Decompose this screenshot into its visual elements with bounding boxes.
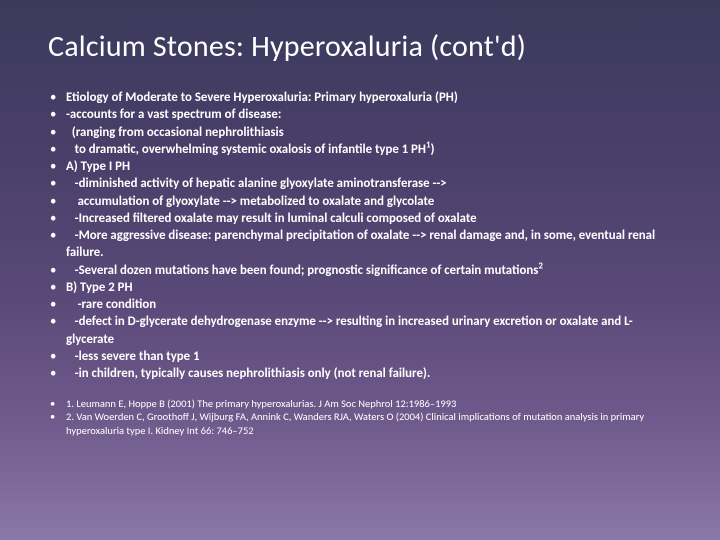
bullet-text: Etiology of Moderate to Severe Hyperoxal…	[66, 89, 672, 106]
bullet-glyph: •	[48, 262, 66, 279]
bullet-row: • -less severe than type 1	[48, 348, 672, 365]
bullet-row: • -in children, typically causes nephrol…	[48, 365, 672, 382]
bullet-glyph: •	[48, 348, 66, 365]
bullet-glyph: •	[48, 227, 66, 244]
bullet-row: • -diminished activity of hepatic alanin…	[48, 175, 672, 192]
bullet-glyph: •	[48, 296, 66, 313]
bullet-text: to dramatic, overwhelming systemic oxalo…	[66, 141, 672, 158]
bullet-row: • (ranging from occasional nephrolithias…	[48, 124, 672, 141]
bullet-glyph: •	[48, 210, 66, 227]
bullet-row: • accumulation of glyoxylate --> metabol…	[48, 193, 672, 210]
bullet-glyph: •	[48, 175, 66, 192]
reference-row: •1. Leumann E, Hoppe B (2001) The primar…	[48, 397, 672, 411]
bullet-row: • to dramatic, overwhelming systemic oxa…	[48, 141, 672, 158]
bullet-text: -rare condition	[66, 296, 672, 313]
bullet-text: -in children, typically causes nephrolit…	[66, 365, 672, 382]
bullet-text: accumulation of glyoxylate --> metaboliz…	[66, 193, 672, 210]
bullet-glyph: •	[48, 410, 66, 424]
reference-text: 1. Leumann E, Hoppe B (2001) The primary…	[66, 397, 672, 411]
bullet-row: • -Increased filtered oxalate may result…	[48, 210, 672, 227]
bullet-glyph: •	[48, 193, 66, 210]
bullet-glyph: •	[48, 106, 66, 123]
bullet-text: B) Type 2 PH	[66, 279, 672, 296]
bullet-row: • -Several dozen mutations have been fou…	[48, 262, 672, 279]
bullet-list: •Etiology of Moderate to Severe Hyperoxa…	[48, 89, 672, 383]
bullet-row: •B) Type 2 PH	[48, 279, 672, 296]
bullet-glyph: •	[48, 397, 66, 411]
bullet-glyph: •	[48, 89, 66, 106]
reference-text: 2. Van Woerden C, Groothoff J, Wijburg F…	[66, 410, 672, 437]
slide-title: Calcium Stones: Hyperoxaluria (cont'd)	[48, 28, 672, 65]
bullet-row: •-accounts for a vast spectrum of diseas…	[48, 106, 672, 123]
bullet-row: • -More aggressive disease: parenchymal …	[48, 227, 672, 262]
bullet-text: -More aggressive disease: parenchymal pr…	[66, 227, 672, 262]
bullet-text: -diminished activity of hepatic alanine …	[66, 175, 672, 192]
bullet-row: • -defect in D-glycerate dehydrogenase e…	[48, 313, 672, 348]
reference-row: •2. Van Woerden C, Groothoff J, Wijburg …	[48, 410, 672, 437]
bullet-text: -Several dozen mutations have been found…	[66, 262, 672, 279]
bullet-text: -Increased filtered oxalate may result i…	[66, 210, 672, 227]
bullet-glyph: •	[48, 124, 66, 141]
bullet-text: -accounts for a vast spectrum of disease…	[66, 106, 672, 123]
bullet-text: A) Type I PH	[66, 158, 672, 175]
bullet-row: • -rare condition	[48, 296, 672, 313]
references-list: •1. Leumann E, Hoppe B (2001) The primar…	[48, 397, 672, 438]
bullet-glyph: •	[48, 141, 66, 158]
bullet-text: -defect in D-glycerate dehydrogenase enz…	[66, 313, 672, 348]
bullet-glyph: •	[48, 313, 66, 330]
bullet-text: (ranging from occasional nephrolithiasis	[66, 124, 672, 141]
bullet-text: -less severe than type 1	[66, 348, 672, 365]
bullet-row: •Etiology of Moderate to Severe Hyperoxa…	[48, 89, 672, 106]
bullet-row: •A) Type I PH	[48, 158, 672, 175]
bullet-glyph: •	[48, 279, 66, 296]
bullet-glyph: •	[48, 365, 66, 382]
bullet-glyph: •	[48, 158, 66, 175]
